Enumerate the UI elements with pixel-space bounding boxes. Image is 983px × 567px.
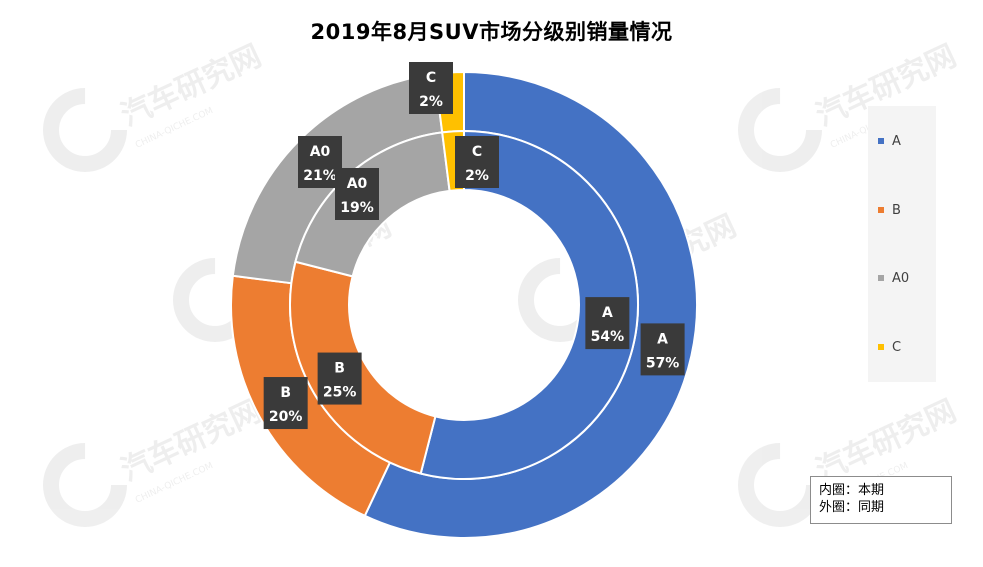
data-label-box <box>455 136 499 188</box>
data-label-value: 25% <box>323 385 357 401</box>
data-label-category: C <box>472 144 482 160</box>
data-label-category: C <box>426 70 436 86</box>
legend-label-b: B <box>892 202 901 218</box>
label-outer-c: C 2% <box>409 62 453 114</box>
g-logo-icon <box>43 88 127 172</box>
chart-title: 2019年8月SUV市场分级别销量情况 <box>310 20 673 44</box>
legend-item-b: B <box>878 202 901 218</box>
legend-swatch-b <box>878 207 884 213</box>
data-label-category: A <box>602 305 613 321</box>
legend-label-a0: A0 <box>892 270 910 286</box>
slice-inner-a <box>419 129 640 480</box>
data-label-category: A0 <box>347 176 368 192</box>
ring-note-box: 内圈：本期 外圈：同期 <box>810 476 952 524</box>
data-label-box <box>317 352 362 405</box>
g-logo-icon <box>738 443 822 527</box>
data-label-box <box>409 62 453 114</box>
data-label-category: A <box>657 331 668 347</box>
data-label-category: B <box>280 385 291 401</box>
label-outer-b: B 20% <box>263 377 308 430</box>
data-label-value: 21% <box>303 168 337 184</box>
data-label-value: 20% <box>269 409 303 425</box>
legend-item-a-row: A <box>878 133 901 149</box>
data-label-value: 57% <box>646 355 680 371</box>
legend-label-c: C <box>892 339 902 355</box>
data-label-category: A0 <box>310 144 331 160</box>
data-label-value: 2% <box>419 94 443 110</box>
legend-swatch-a0 <box>878 275 884 281</box>
label-inner-c: C 2% <box>455 136 499 188</box>
g-logo-icon <box>738 88 822 172</box>
legend-item-c: C <box>878 339 901 355</box>
data-label-value: 54% <box>591 329 625 345</box>
label-inner-a0: A0 19% <box>335 168 379 220</box>
note-outer: 外圈：同期 <box>819 500 885 515</box>
note-inner: 内圈：本期 <box>819 483 885 498</box>
data-label-box <box>263 377 308 430</box>
legend: A <box>868 106 936 382</box>
label-inner-b: B 25% <box>317 352 362 405</box>
legend-item-a0: A0 <box>878 270 909 286</box>
data-label-box <box>298 136 342 188</box>
data-labels: A 57% B 20% A0 21% C 2% A 54% B 25% A0 19% C 2% <box>263 62 685 430</box>
label-inner-a: A 54% <box>585 297 630 350</box>
g-logo-icon <box>43 443 127 527</box>
data-label-value: 19% <box>340 200 374 216</box>
data-label-value: 2% <box>465 168 489 184</box>
legend-swatch-c <box>878 344 884 350</box>
legend-label-a-row: A <box>892 133 901 149</box>
data-label-box <box>640 323 685 376</box>
data-label-box <box>335 168 379 220</box>
legend-swatch-a-row <box>878 138 884 144</box>
slices <box>230 70 698 539</box>
data-label-category: B <box>334 361 345 377</box>
label-outer-a0: A0 21% <box>298 136 342 188</box>
data-label-box <box>585 297 630 350</box>
label-outer-a: A 57% <box>640 323 685 376</box>
